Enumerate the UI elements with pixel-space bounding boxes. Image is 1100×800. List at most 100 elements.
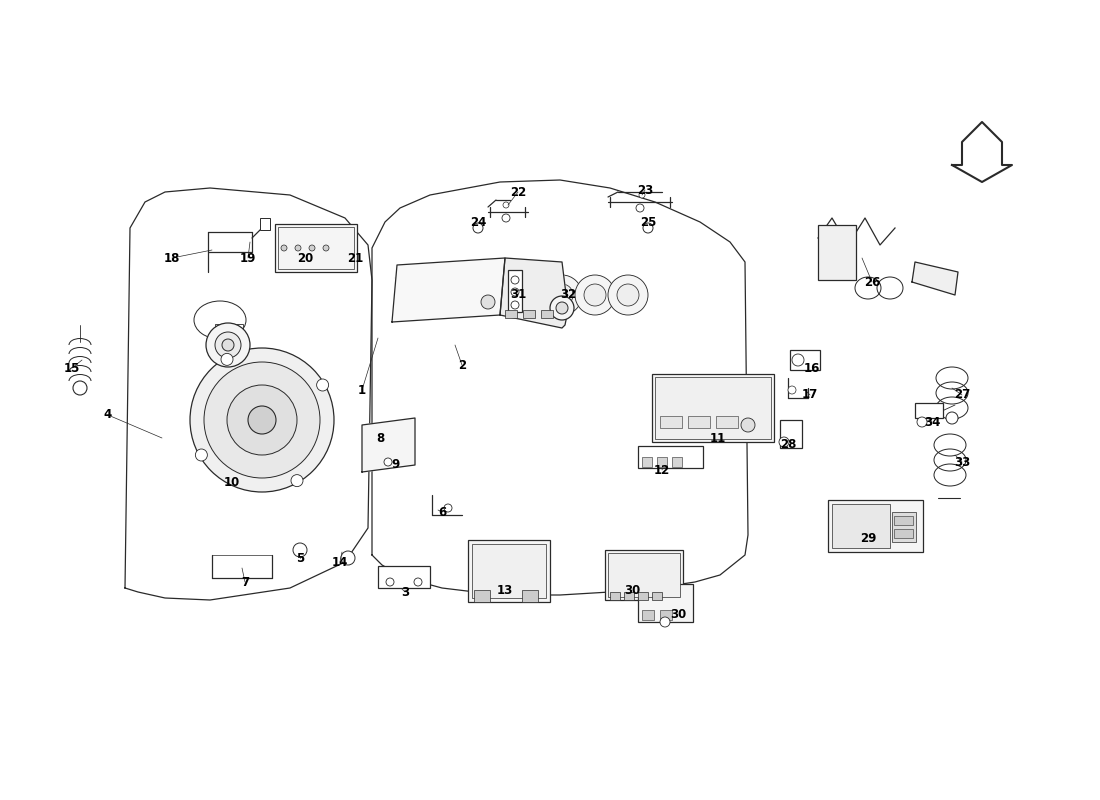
Polygon shape: [500, 258, 568, 328]
Circle shape: [788, 386, 796, 394]
Circle shape: [292, 474, 302, 486]
Bar: [638, 592, 648, 600]
Text: 30: 30: [624, 583, 640, 597]
Bar: [780, 420, 802, 448]
Text: 21: 21: [346, 251, 363, 265]
Circle shape: [551, 284, 573, 306]
Text: 26: 26: [864, 275, 880, 289]
Circle shape: [512, 301, 519, 309]
Bar: [541, 310, 553, 318]
Bar: [638, 584, 693, 622]
Text: 4: 4: [103, 409, 112, 422]
Circle shape: [608, 275, 648, 315]
Bar: [672, 457, 682, 467]
Text: 29: 29: [860, 531, 877, 545]
Circle shape: [204, 362, 320, 478]
Bar: [660, 416, 682, 428]
Bar: [894, 516, 913, 525]
Bar: [642, 610, 654, 620]
Circle shape: [639, 192, 645, 198]
Text: 7: 7: [241, 575, 249, 589]
Bar: [278, 227, 354, 269]
Text: 5: 5: [296, 551, 304, 565]
Bar: [275, 224, 358, 272]
Circle shape: [741, 418, 755, 432]
Text: 31: 31: [510, 289, 526, 302]
Text: 10: 10: [224, 475, 240, 489]
Bar: [508, 270, 522, 312]
Bar: [642, 457, 652, 467]
Circle shape: [946, 412, 958, 424]
Bar: [505, 310, 517, 318]
Text: 9: 9: [390, 458, 399, 471]
Circle shape: [660, 617, 670, 627]
Circle shape: [444, 504, 452, 512]
Circle shape: [309, 245, 315, 251]
Circle shape: [617, 284, 639, 306]
Circle shape: [644, 223, 653, 233]
Text: 23: 23: [637, 183, 653, 197]
Circle shape: [542, 275, 582, 315]
Text: 12: 12: [653, 463, 670, 477]
Circle shape: [556, 302, 568, 314]
Circle shape: [190, 348, 334, 492]
Text: 28: 28: [780, 438, 796, 451]
Circle shape: [481, 295, 495, 309]
Text: 8: 8: [376, 431, 384, 445]
Circle shape: [584, 284, 606, 306]
Circle shape: [386, 578, 394, 586]
Circle shape: [227, 385, 297, 455]
Text: 2: 2: [458, 358, 466, 371]
Circle shape: [779, 437, 789, 447]
Text: 22: 22: [510, 186, 526, 198]
Polygon shape: [392, 258, 505, 322]
Bar: [610, 592, 620, 600]
Bar: [818, 225, 856, 280]
Bar: [716, 416, 738, 428]
Bar: [605, 550, 683, 600]
Text: 30: 30: [670, 609, 686, 622]
Bar: [608, 553, 680, 597]
Bar: [260, 218, 270, 230]
Circle shape: [248, 406, 276, 434]
Text: 33: 33: [954, 455, 970, 469]
Circle shape: [575, 275, 615, 315]
Bar: [832, 504, 890, 548]
Circle shape: [512, 276, 519, 284]
Bar: [915, 403, 943, 418]
Circle shape: [196, 449, 208, 461]
Text: 16: 16: [804, 362, 821, 374]
Circle shape: [214, 332, 241, 358]
Text: 1: 1: [358, 383, 366, 397]
Bar: [474, 590, 490, 602]
Text: 13: 13: [497, 583, 513, 597]
Circle shape: [384, 458, 392, 466]
Circle shape: [323, 245, 329, 251]
Circle shape: [317, 379, 329, 391]
Text: 25: 25: [640, 215, 657, 229]
Circle shape: [221, 354, 233, 366]
Text: 18: 18: [164, 251, 180, 265]
Text: 3: 3: [400, 586, 409, 598]
Bar: [522, 310, 535, 318]
Bar: [638, 446, 703, 468]
Bar: [652, 592, 662, 600]
Circle shape: [206, 323, 250, 367]
Bar: [892, 512, 916, 542]
Text: 32: 32: [560, 289, 576, 302]
Text: 19: 19: [240, 251, 256, 265]
Circle shape: [512, 288, 519, 296]
Bar: [472, 544, 546, 598]
Bar: [214, 324, 243, 342]
Circle shape: [550, 296, 574, 320]
Circle shape: [473, 223, 483, 233]
Circle shape: [280, 245, 287, 251]
Polygon shape: [362, 418, 415, 472]
Bar: [688, 416, 710, 428]
Bar: [654, 377, 771, 439]
Bar: [660, 610, 672, 620]
Text: 34: 34: [924, 415, 940, 429]
Bar: [378, 566, 430, 588]
Bar: [522, 590, 538, 602]
Bar: [894, 529, 913, 538]
